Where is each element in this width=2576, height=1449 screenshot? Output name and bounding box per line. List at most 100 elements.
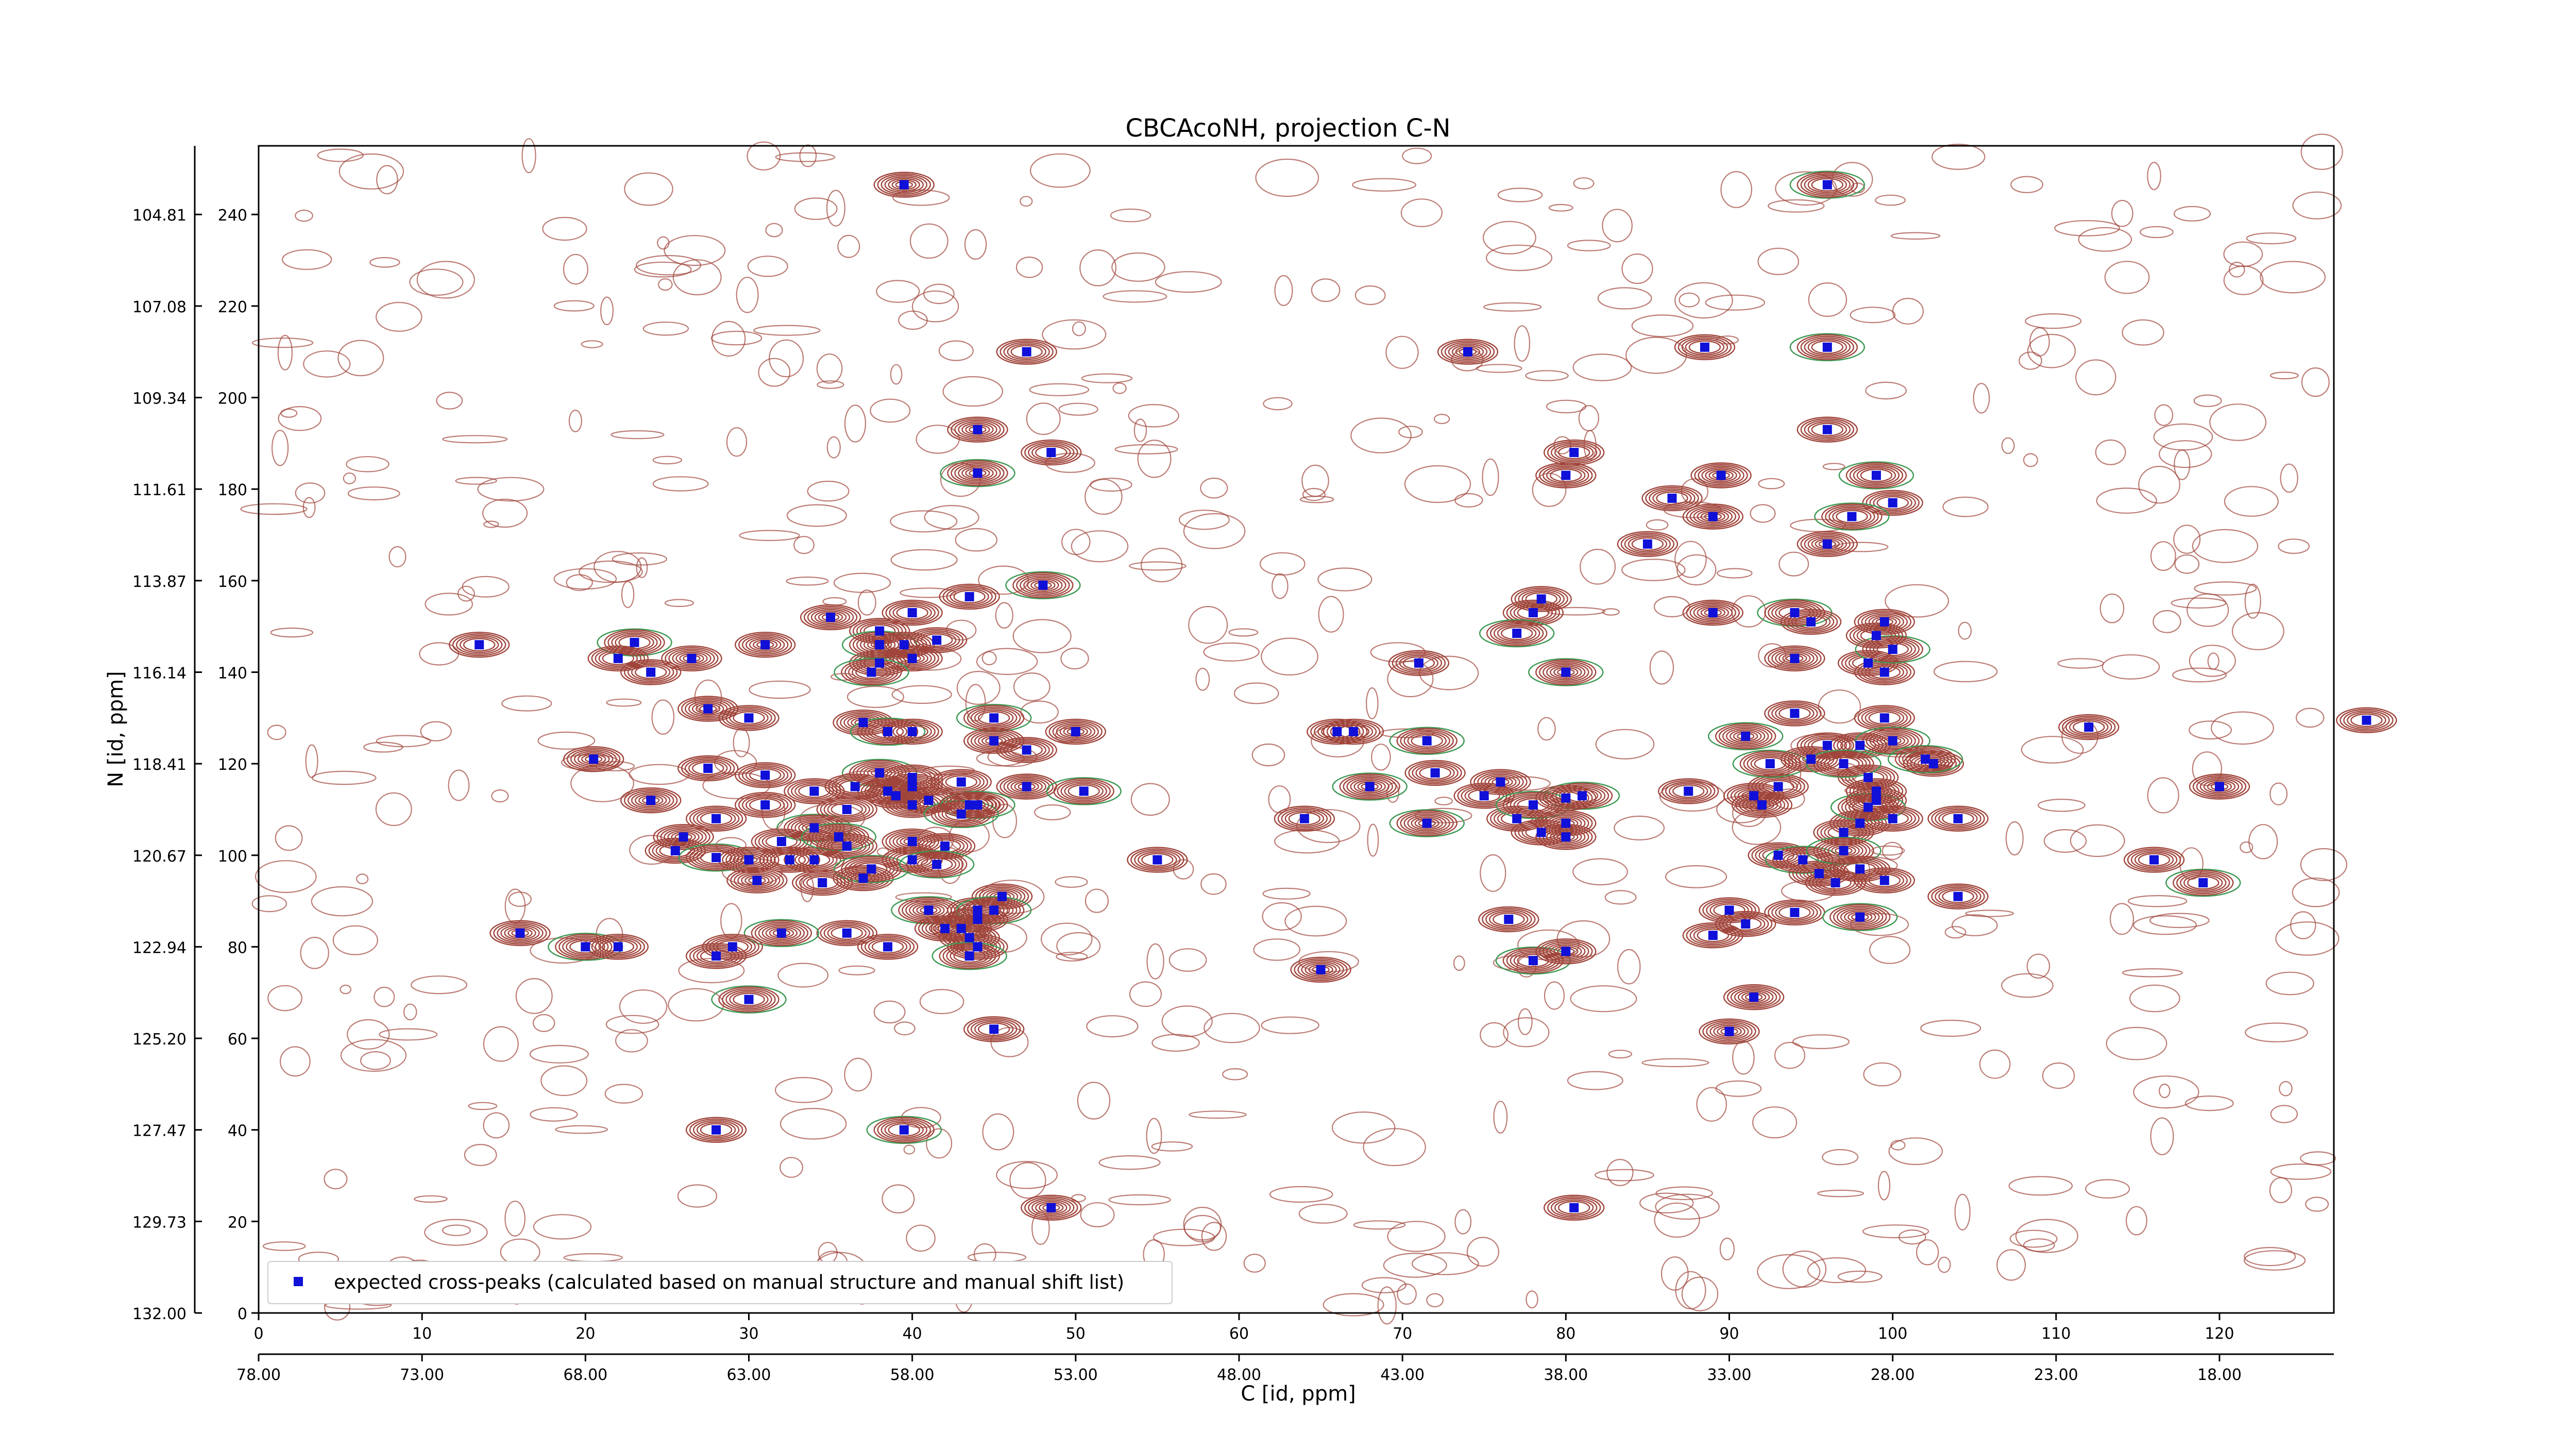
peak-contour [942, 944, 996, 968]
peak-contour [1517, 798, 1550, 812]
noise-contour [305, 744, 318, 778]
noise-contour [579, 560, 643, 583]
noise-contour [271, 430, 289, 466]
noise-contour [890, 549, 958, 571]
noise-contour [1318, 596, 1344, 633]
peak-contour [798, 853, 831, 867]
noise-contour [747, 256, 788, 277]
noise-contour [1133, 418, 1147, 442]
cross-peak-marker [1299, 814, 1309, 823]
peak-contour [1857, 610, 1912, 634]
cross-peak-marker [1822, 539, 1832, 549]
noise-contour [1973, 383, 1990, 414]
peak-contour [1412, 763, 1459, 783]
noise-contour [303, 350, 351, 378]
peak-contour [1791, 613, 1831, 631]
cross-peak-marker [785, 855, 794, 865]
noise-contour [1151, 1141, 1193, 1152]
peak-contour [1404, 760, 1466, 786]
cross-peak-marker [1741, 731, 1751, 741]
noise-contour [483, 1112, 510, 1139]
cross-peak-marker [1798, 855, 1808, 865]
peak-contour [1817, 752, 1871, 776]
x-axis-label-prefix: C [1241, 1382, 1255, 1406]
noise-contour [668, 988, 724, 1022]
peak-contour [882, 599, 943, 626]
noise-contour [1580, 549, 1616, 585]
chart-title: CBCAcoNH, projection C-N [1125, 114, 1450, 143]
peak-contour [1550, 1198, 1598, 1218]
peak-contour [888, 1123, 921, 1137]
noise-contour [338, 153, 404, 190]
noise-contour [1567, 240, 1611, 251]
noise-contour [1942, 496, 1989, 517]
noise-contour [1996, 1249, 2026, 1281]
peak-contour [896, 834, 928, 849]
cross-peak-marker [1022, 745, 1031, 755]
cross-peak-marker [752, 875, 762, 885]
peak-contour [1543, 1194, 1605, 1221]
cross-peak-marker [711, 951, 721, 961]
peak-contour [1539, 786, 1593, 810]
x-ppm-tick-label: 28.00 [1871, 1366, 1915, 1384]
negative-contour [1332, 772, 1408, 801]
x-tick-label: 70 [1393, 1325, 1412, 1343]
noise-contour [347, 486, 400, 501]
noise-contour [570, 764, 634, 802]
peak-contour [1845, 462, 1907, 488]
noise-contour [736, 277, 759, 313]
negative-contour [866, 1116, 942, 1144]
peak-contour [733, 711, 765, 725]
peak-contour [1059, 724, 1092, 739]
peak-contour [1543, 941, 1589, 962]
x-ppm-tick-label: 63.00 [727, 1366, 771, 1384]
peak-contour [1942, 889, 1974, 903]
noise-contour [1466, 1237, 1499, 1267]
peak-contour [913, 630, 960, 650]
peak-contour [1722, 914, 1769, 934]
noise-contour [1081, 373, 1133, 383]
peak-contour [860, 935, 915, 958]
peak-contour [946, 586, 993, 607]
noise-contour [1720, 171, 1753, 208]
peak-contour [1768, 702, 1822, 725]
noise-contour [799, 144, 817, 167]
y-ppm-tick-label: 120.67 [132, 848, 187, 866]
cross-peak-marker [1822, 740, 1832, 750]
noise-contour [1195, 667, 1210, 691]
peak-contour [684, 758, 732, 779]
cross-peak-marker [940, 841, 950, 851]
cross-peak-marker [1561, 947, 1571, 956]
peak-contour [759, 847, 821, 873]
peak-contour [1304, 963, 1337, 977]
noise-contour [1228, 628, 1259, 637]
noise-contour [2300, 133, 2343, 170]
peak-contour [1718, 724, 1773, 748]
peak-contour [1419, 766, 1451, 780]
noise-contour [2270, 1163, 2332, 1180]
peak-contour [1513, 604, 1553, 621]
cross-peak-marker [907, 837, 917, 847]
peak-contour [947, 460, 1008, 486]
peak-contour [882, 718, 943, 745]
peak-contour [700, 812, 733, 825]
noise-contour [1084, 479, 1123, 515]
cross-peak-marker [989, 713, 999, 723]
peak-contour [954, 419, 1001, 440]
cross-peak-marker [1822, 342, 1832, 352]
peak-contour [1869, 808, 1916, 829]
peak-contour [1865, 710, 1905, 727]
peak-contour [1035, 445, 1067, 460]
peak-contour [1649, 488, 1696, 509]
peak-contour [734, 631, 796, 658]
noise-contour [600, 296, 614, 326]
noise-contour [1400, 198, 1443, 227]
noise-contour [282, 249, 332, 270]
peak-contour [1861, 870, 1908, 890]
noise-contour [794, 197, 838, 220]
noise-contour [2171, 597, 2227, 609]
noise-contour [360, 1051, 391, 1070]
peak-contour [889, 602, 936, 623]
peak-contour [912, 903, 945, 917]
cross-peak-marker [1839, 759, 1849, 769]
